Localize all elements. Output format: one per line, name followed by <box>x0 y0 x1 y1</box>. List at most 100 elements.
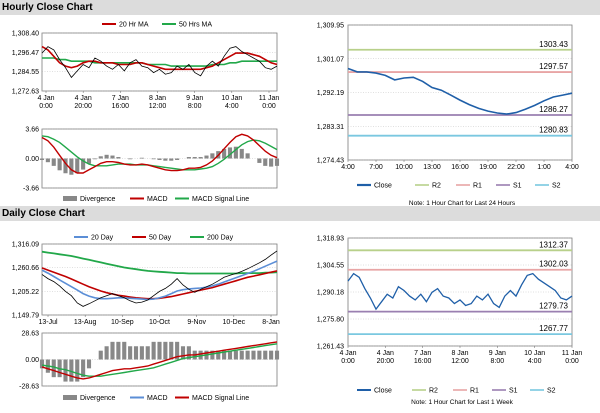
intraday-note: Note: 1 Hour Chart for Last 24 Hours <box>409 200 516 207</box>
legend-hourly-divergence-swatch <box>63 196 77 201</box>
weekly-x-tick: 4:00 <box>528 358 542 365</box>
daily-price-x-tick: 10-Sep <box>111 319 134 326</box>
weekly-pivot-r2-label: 1312.37 <box>539 240 568 249</box>
daily-price-x-tick: 8-Jan <box>262 319 280 326</box>
weekly-pivot-s1-label: 1279.73 <box>539 302 568 311</box>
hourly-divergence-bar <box>233 146 238 159</box>
daily-price-y-tick: 1,205.22 <box>12 289 39 296</box>
legend-daily-macd-signal-label: MACD Signal Line <box>192 395 249 402</box>
hourly-divergence-bar <box>175 158 180 160</box>
daily-price-x-tick: 10-Dec <box>223 319 246 326</box>
daily-divergence-bar <box>163 341 168 360</box>
daily-divergence-bar <box>98 350 103 360</box>
daily-divergence-bar <box>216 350 221 360</box>
daily-divergence-bar <box>122 341 127 360</box>
hourly-divergence-bar <box>81 158 86 170</box>
weekly-y-tick: 1,290.18 <box>317 290 344 297</box>
pivot-r2-label: 1303.43 <box>539 40 568 49</box>
hourly-macd-y-tick: 3.66 <box>25 127 39 134</box>
daily-divergence-bar <box>222 350 227 360</box>
daily-divergence-bar <box>133 346 139 360</box>
hourly-divergence-bar <box>39 158 45 160</box>
intraday-close-line <box>347 67 573 115</box>
daily-divergence-bar <box>86 359 92 369</box>
hourly-price-x-tick: 7 Jan <box>112 95 129 102</box>
daily-divergence-bar <box>227 350 233 360</box>
daily-divergence-bar <box>186 346 191 360</box>
hourly-divergence-bar <box>86 158 92 164</box>
weekly-pivot-s2-label: 1267.77 <box>539 324 568 333</box>
intraday-x-tick: 1:00 <box>537 164 551 171</box>
hourly-divergence-bar <box>227 147 233 159</box>
intraday-y-tick: 1,283.31 <box>317 124 344 131</box>
weekly-note: Note: 1 Hour Chart for Last 1 Week <box>411 399 514 406</box>
hourly-price-y-tick: 1,272.63 <box>12 89 39 96</box>
intraday-x-tick: 4:00 <box>341 164 355 171</box>
daily-divergence-bar <box>233 350 238 360</box>
hourly-divergence-bar <box>92 158 97 160</box>
daily-divergence-bar <box>116 341 121 360</box>
intraday-x-tick: 16:00 <box>451 164 469 171</box>
hourly-macd-y-tick: -3.66 <box>23 186 39 193</box>
hourly-macd-y-tick: 0.00 <box>25 156 39 163</box>
legend-intraday-r1-label: R1 <box>473 183 482 190</box>
daily-divergence-bar <box>157 341 162 360</box>
hourly-price-x-tick: 0:00 <box>39 103 53 110</box>
intraday-x-tick: 13:00 <box>423 164 441 171</box>
daily-20day-line <box>41 260 278 301</box>
daily-price-line <box>41 250 278 307</box>
daily-price-y-tick: 1,316.09 <box>12 242 39 249</box>
daily-200day-line <box>41 250 278 275</box>
hourly-divergence-bar <box>186 157 191 159</box>
weekly-pivot-r1-label: 1302.03 <box>539 260 568 269</box>
daily-divergence-bar <box>51 359 56 378</box>
daily-divergence-bar <box>251 350 256 360</box>
daily-macd-y-tick: 28.63 <box>21 331 39 338</box>
intraday-y-tick: 1,301.07 <box>317 56 344 63</box>
pivot-s2-label: 1280.83 <box>539 126 568 135</box>
daily-divergence-bar <box>63 359 68 382</box>
weekly-x-tick: 12:00 <box>451 358 469 365</box>
legend-50day-label: 50 Day <box>149 235 172 242</box>
hourly-price-line <box>41 46 278 79</box>
daily-price-x-tick: 13-Aug <box>74 319 97 326</box>
legend-weekly-r1-label: R1 <box>470 388 479 395</box>
hourly-price-x-tick: 11 Jan <box>259 95 280 102</box>
daily-divergence-bar <box>81 359 86 378</box>
hourly-divergence-bar <box>169 158 174 161</box>
daily-macd-y-tick: 0.00 <box>25 357 39 364</box>
daily-divergence-bar <box>274 350 280 360</box>
daily-section-title: Daily Close Chart <box>0 206 600 221</box>
daily-divergence-bar <box>104 346 109 360</box>
daily-divergence-bar <box>139 346 144 360</box>
hourly-divergence-bar <box>45 158 50 163</box>
legend-weekly-r2-label: R2 <box>429 388 438 395</box>
intraday-x-tick: 4:00 <box>565 164 579 171</box>
daily-price-x-tick: 10-Oct <box>149 319 170 326</box>
hourly-price-x-tick: 20:00 <box>74 103 92 110</box>
legend-intraday-s1-label: S1 <box>513 183 522 190</box>
hourly-divergence-bar <box>163 158 168 161</box>
hourly-divergence-bar <box>57 158 62 171</box>
hourly-divergence-bar <box>245 153 250 159</box>
intraday-y-tick: 1,309.95 <box>317 23 344 30</box>
daily-price-y-tick: 1,149.79 <box>12 313 39 320</box>
hourly-section-title: Hourly Close Chart <box>0 0 600 15</box>
legend-intraday-close-label: Close <box>374 183 392 190</box>
pivot-r1-label: 1297.57 <box>539 62 568 71</box>
intraday-x-tick: 10:00 <box>395 164 413 171</box>
legend-hourly-macd-signal-label: MACD Signal Line <box>192 196 249 203</box>
daily-divergence-bar <box>263 350 268 360</box>
legend-20day-label: 20 Day <box>91 235 114 242</box>
intraday-y-tick: 1,274.43 <box>317 158 344 165</box>
hourly-divergence-bar <box>210 153 215 159</box>
hourly-price-x-tick: 8 Jan <box>149 95 166 102</box>
hourly-price-y-tick: 1,308.40 <box>12 31 39 38</box>
weekly-x-tick: 0:00 <box>565 358 579 365</box>
daily-divergence-bar <box>180 346 186 360</box>
daily-divergence-bar <box>175 341 180 360</box>
weekly-x-tick: 11 Jan <box>562 350 583 357</box>
legend-weekly-close-label: Close <box>374 388 392 395</box>
hourly-price-x-tick: 16:00 <box>112 103 130 110</box>
daily-divergence-bar <box>210 350 215 360</box>
